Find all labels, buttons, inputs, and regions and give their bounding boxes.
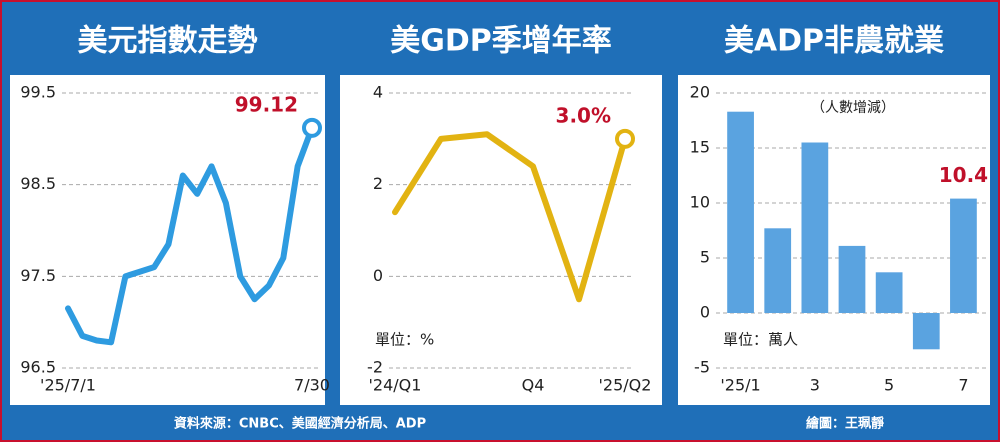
line: [392, 131, 628, 303]
y-tick-label: 15: [690, 138, 710, 157]
y-tick-label: -5: [694, 358, 710, 377]
x-tick-label: '25/1: [720, 376, 760, 395]
bar: [950, 198, 977, 313]
x-tick-label: '25/Q2: [599, 376, 652, 395]
unit-note: 單位：%: [375, 331, 434, 349]
y-tick-label: 98.5: [20, 174, 56, 193]
bar: [875, 272, 903, 313]
x-tick-label: 5: [884, 376, 894, 395]
y-tick-label: 0: [373, 266, 383, 285]
y-tick-label: 5: [700, 248, 710, 267]
x-tick-label: 3: [810, 376, 820, 395]
x-tick-label: '24/Q1: [369, 376, 422, 395]
subtitle: （人數增減）: [811, 99, 895, 116]
chart-title: 美元指數走勢: [78, 24, 258, 59]
bar: [764, 228, 792, 313]
y-tick-label: 20: [690, 83, 710, 102]
y-tick-label: 2: [373, 174, 383, 193]
y-tick-label: 96.5: [20, 358, 56, 377]
point-marker: [615, 128, 635, 149]
value-label: 3.0%: [556, 103, 611, 127]
plot-box: [340, 75, 662, 405]
y-tick-label: 99.5: [20, 83, 56, 102]
bar: [912, 313, 940, 350]
x-tick-label: '25/7/1: [40, 376, 96, 395]
x-tick-label: 7: [958, 376, 968, 395]
point-marker: [302, 117, 322, 138]
y-tick-label: 97.5: [20, 266, 56, 285]
bar: [838, 245, 866, 313]
chart-title: 美GDP季增年率: [390, 24, 612, 59]
y-tick-label: -2: [367, 358, 383, 377]
source: 資料來源：CNBC、美國經濟分析局、ADP: [174, 416, 426, 432]
credit: 繪圖：王珮靜: [806, 416, 884, 432]
bar: [727, 111, 754, 313]
line: [65, 124, 315, 346]
bar: [801, 142, 829, 313]
plot-box: [678, 75, 990, 405]
y-tick-label: 0: [700, 303, 710, 322]
y-tick-label: 10: [690, 193, 710, 212]
y-tick-label: 4: [373, 83, 383, 102]
x-tick-label: Q4: [522, 376, 545, 395]
value-label: 99.12: [235, 92, 298, 116]
value-label: 10.4: [939, 163, 988, 187]
unit-note: 單位：萬人: [723, 331, 798, 349]
chart-title: 美ADP非農就業: [724, 24, 944, 59]
x-tick-label: 7/30: [294, 376, 330, 395]
